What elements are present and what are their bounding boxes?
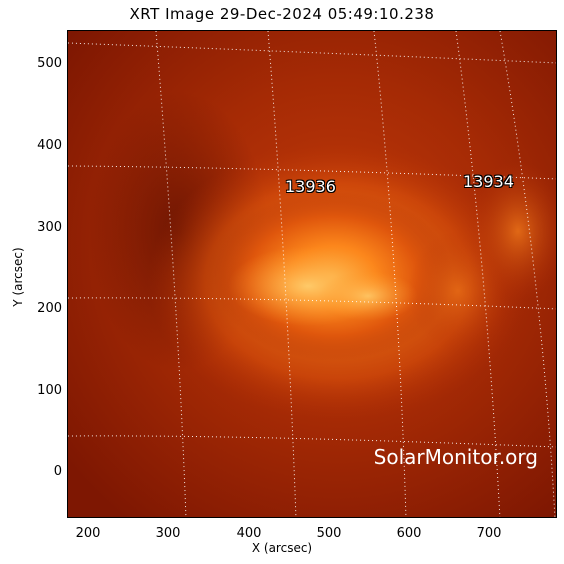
y-tick-label: 400 <box>37 138 62 153</box>
y-tick-label: 0 <box>53 464 62 479</box>
x-tick-label: 200 <box>75 526 101 541</box>
active-region-label: 13934 <box>463 172 514 191</box>
x-tick-label: 600 <box>396 526 422 541</box>
watermark: SolarMonitor.org <box>373 445 538 469</box>
active-region-label: 13936 <box>285 177 336 196</box>
x-tick-label: 400 <box>236 526 262 541</box>
solar-image <box>68 31 556 517</box>
solar-image-panel: 13936 13934 SolarMonitor.org <box>67 30 557 518</box>
x-axis-label: X (arcsec) <box>251 541 313 555</box>
y-tick-label: 200 <box>37 301 62 316</box>
y-tick-label: 300 <box>37 220 62 235</box>
x-tick-label: 500 <box>316 526 342 541</box>
x-tick-label: 700 <box>476 526 502 541</box>
y-axis-label: Y (arcsec) <box>11 247 25 307</box>
x-tick-label: 300 <box>155 526 181 541</box>
image-title: XRT Image 29-Dec-2024 05:49:10.238 <box>129 5 435 23</box>
y-tick-label: 100 <box>37 383 62 398</box>
y-tick-label: 500 <box>37 56 62 71</box>
